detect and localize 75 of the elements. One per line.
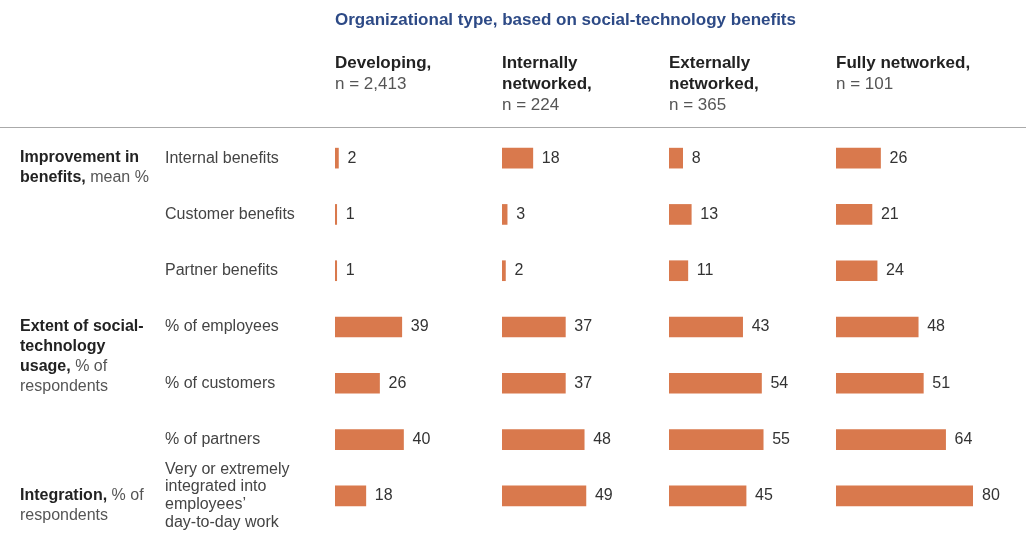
chart-title: Fully networked, <box>836 52 972 73</box>
data-label: 64 <box>954 429 973 447</box>
data-label: 8 <box>691 148 701 166</box>
bar <box>502 147 534 169</box>
bar <box>836 485 973 507</box>
bar <box>502 316 566 338</box>
data-label: 48 <box>927 317 946 335</box>
y-tick-label: % of customers <box>165 373 276 391</box>
data-label: 43 <box>751 317 770 335</box>
chart-title: Developing, <box>335 52 433 73</box>
data-label: 2 <box>514 261 524 279</box>
data-label: 18 <box>374 486 393 504</box>
bar <box>669 147 684 169</box>
bar <box>836 147 881 169</box>
bar <box>669 429 764 450</box>
bar <box>502 429 585 450</box>
bar <box>335 260 338 282</box>
bar <box>335 485 367 507</box>
text: Integration, % of respondents <box>20 484 145 525</box>
bar <box>335 372 380 394</box>
bar <box>669 260 689 282</box>
bar <box>836 204 873 225</box>
bar <box>502 372 566 394</box>
chart-subtitle: n = 2,413 <box>335 73 408 94</box>
bar <box>335 204 338 225</box>
y-tick-label: Customer benefits <box>165 204 295 222</box>
data-label: 1 <box>345 261 355 279</box>
data-label: 24 <box>886 261 904 279</box>
data-label: 18 <box>541 148 560 166</box>
data-label: 13 <box>700 204 719 222</box>
text: Organizational type, based on social-technology benefits <box>335 10 796 30</box>
bar <box>836 316 919 338</box>
data-label: 26 <box>388 373 407 391</box>
bar <box>669 485 747 507</box>
data-label: 80 <box>982 486 1000 504</box>
data-label: 45 <box>755 486 773 504</box>
y-tick-label: Partner benefits <box>165 261 278 279</box>
bar <box>335 147 339 169</box>
data-label: 3 <box>516 204 526 222</box>
bar <box>502 204 508 225</box>
data-label: 26 <box>889 148 908 166</box>
text: Improvement in benefits, mean % <box>20 147 150 188</box>
data-label: 11 <box>696 261 714 279</box>
bar <box>836 260 878 282</box>
data-label: 40 <box>412 429 431 447</box>
chart-title: Externally networked, <box>669 52 760 94</box>
y-tick-label: % of employees <box>165 317 279 335</box>
bar <box>502 485 587 507</box>
data-label: 1 <box>345 204 355 222</box>
data-label: 51 <box>932 373 951 391</box>
bar <box>836 429 946 450</box>
chart-subtitle: n = 101 <box>836 73 895 94</box>
bar <box>669 372 762 394</box>
data-label: 55 <box>772 429 791 447</box>
data-label: 39 <box>410 317 429 335</box>
data-label: 37 <box>574 317 593 335</box>
data-label: 21 <box>880 204 899 222</box>
data-label: 2 <box>347 148 357 166</box>
y-tick-label: Internal benefits <box>165 148 279 166</box>
bar <box>836 372 924 394</box>
bar <box>335 316 403 338</box>
bar <box>502 260 506 282</box>
bar <box>335 429 404 450</box>
chart-subtitle: n = 224 <box>502 94 561 115</box>
data-label: 49 <box>594 486 613 504</box>
bar <box>669 316 743 338</box>
data-label: 48 <box>593 429 612 447</box>
y-tick-label: Very or extremely integrated into employees’ day-to-day work <box>165 459 290 530</box>
y-tick-label: % of partners <box>165 429 261 447</box>
data-label: 37 <box>574 373 593 391</box>
data-label: 54 <box>770 373 789 391</box>
chart-title: Internally networked, <box>502 52 593 94</box>
bar <box>669 204 692 225</box>
text: Extent of social-technology usage, % of respondents <box>20 316 145 396</box>
chart-subtitle: n = 365 <box>669 94 728 115</box>
